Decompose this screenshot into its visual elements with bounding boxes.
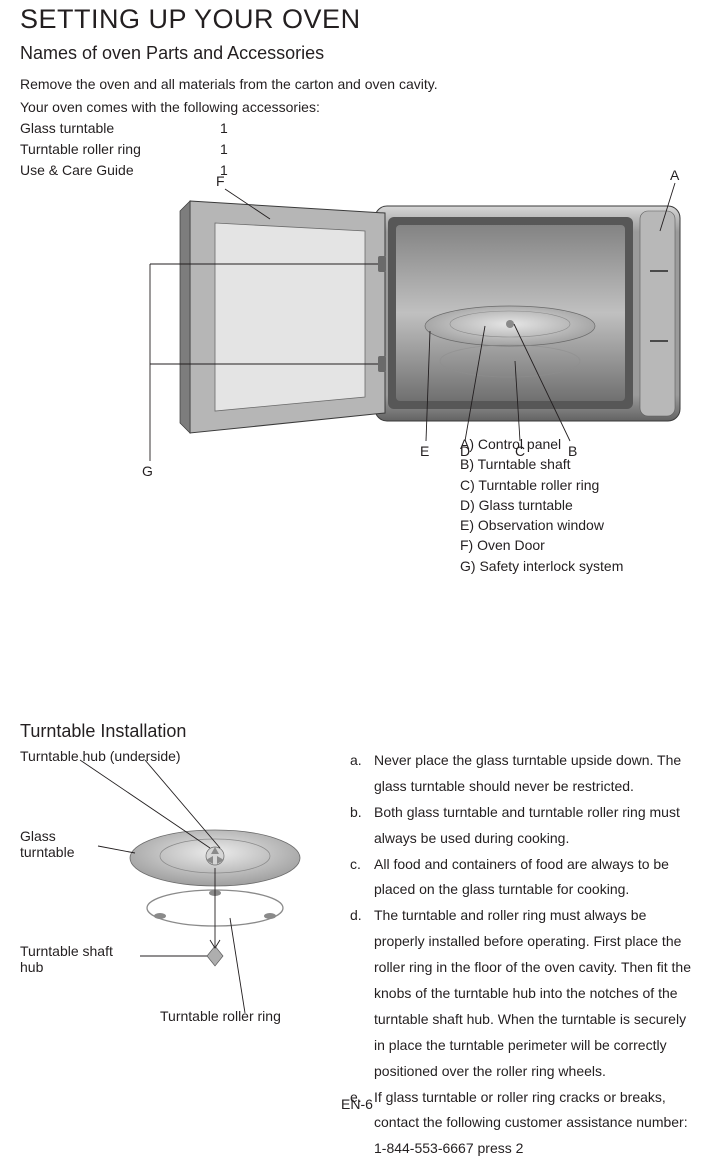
list-marker [350,1136,374,1162]
section2-title: Turntable Installation [20,721,694,742]
phone-number: 1-844-553-6667 press 2 [374,1136,694,1162]
list-text: Never place the glass turntable upside d… [374,748,694,800]
legend-item: F) Oven Door [460,535,623,555]
acc-qty: 1 [220,139,260,160]
legend-item: A) Control panel [460,434,623,454]
list-marker: d. [350,903,374,1084]
legend-item: C) Turntable roller ring [460,475,623,495]
tt-label-glass-turntable: Glass turntable [20,828,74,860]
legend-item: D) Glass turntable [460,495,623,515]
legend-item: B) Turntable shaft [460,454,623,474]
label-letter-e: E [420,443,429,459]
list-text: All food and containers of food are alwa… [374,852,694,904]
list-text: The turntable and roller ring must alway… [374,903,694,1084]
tt-label-roller-ring: Turntable roller ring [160,1008,281,1024]
intro-line-2: Your oven comes with the following acces… [20,97,694,118]
label-letter-f: F [216,173,225,189]
list-marker: c. [350,852,374,904]
acc-qty: 1 [220,118,260,139]
page-title: SETTING UP YOUR OVEN [20,4,694,35]
oven-diagram: A F G E D C B [20,161,690,481]
label-letter-a: A [670,167,679,183]
acc-name: Glass turntable [20,118,220,139]
list-marker: a. [350,748,374,800]
parts-legend: A) Control panel B) Turntable shaft C) T… [460,434,623,576]
legend-item: G) Safety interlock system [460,556,623,576]
label-letter-g: G [142,463,153,479]
tt-label-hub-underside: Turntable hub (underside) [20,748,181,764]
list-marker: b. [350,800,374,852]
acc-name: Turntable roller ring [20,139,220,160]
tt-label-shaft-hub: Turntable shaft hub [20,943,113,975]
section-subtitle: Names of oven Parts and Accessories [20,43,694,64]
list-text: Both glass turntable and turntable rolle… [374,800,694,852]
intro-line-1: Remove the oven and all materials from t… [20,74,694,95]
legend-item: E) Observation window [460,515,623,535]
turntable-svg [20,748,350,1088]
turntable-diagram: Turntable hub (underside) Glass turntabl… [20,748,350,1088]
page-number: EN-6 [0,1096,714,1112]
